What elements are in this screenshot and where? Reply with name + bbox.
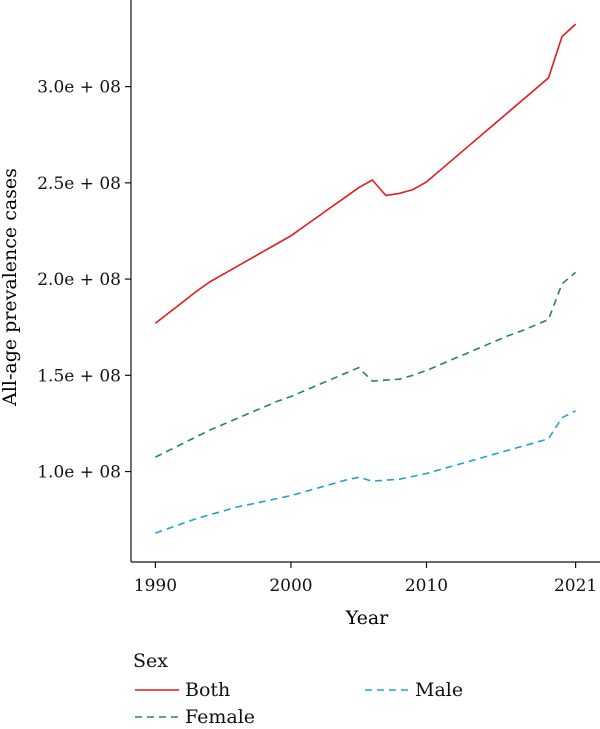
y-tick-label: 2.0e + 08 xyxy=(37,270,121,290)
x-axis-label: Year xyxy=(345,607,389,629)
legend-label-female: Female xyxy=(185,706,256,728)
line-chart: 1.0e + 08 1.5e + 08 2.0e + 08 2.5e + 08 3.0e… xyxy=(0,0,600,629)
y-tick-label: 2.5e + 08 xyxy=(37,174,121,194)
series-line-both xyxy=(154,23,577,324)
legend-item-female: Female xyxy=(133,705,255,729)
legend-swatch-male xyxy=(365,689,409,691)
legend-item-both: Both xyxy=(133,678,230,702)
legend: Sex Both Male Female xyxy=(133,648,573,729)
series-line-female xyxy=(155,271,577,458)
series-layer xyxy=(154,23,577,534)
legend-swatch-female xyxy=(135,716,179,718)
y-axis-label: All-age prevalence cases xyxy=(0,168,21,407)
legend-title: Sex xyxy=(133,650,168,672)
legend-label-male: Male xyxy=(415,679,464,701)
legend-swatch-both xyxy=(135,689,179,691)
x-tick-label: 1990 xyxy=(134,576,177,596)
y-tick-label: 1.0e + 08 xyxy=(37,463,121,483)
series-line-male xyxy=(155,410,576,534)
x-tick-label: 2010 xyxy=(405,576,448,596)
chart-axes: 1.0e + 08 1.5e + 08 2.0e + 08 2.5e + 08 3.0e… xyxy=(37,0,600,596)
legend-label-both: Both xyxy=(185,679,231,701)
legend-item-male: Male xyxy=(363,678,463,702)
y-tick-label: 1.5e + 08 xyxy=(37,366,121,386)
x-tick-label: 2021 xyxy=(554,576,597,596)
x-tick-label: 2000 xyxy=(269,576,312,596)
y-tick-label: 3.0e + 08 xyxy=(37,78,121,98)
